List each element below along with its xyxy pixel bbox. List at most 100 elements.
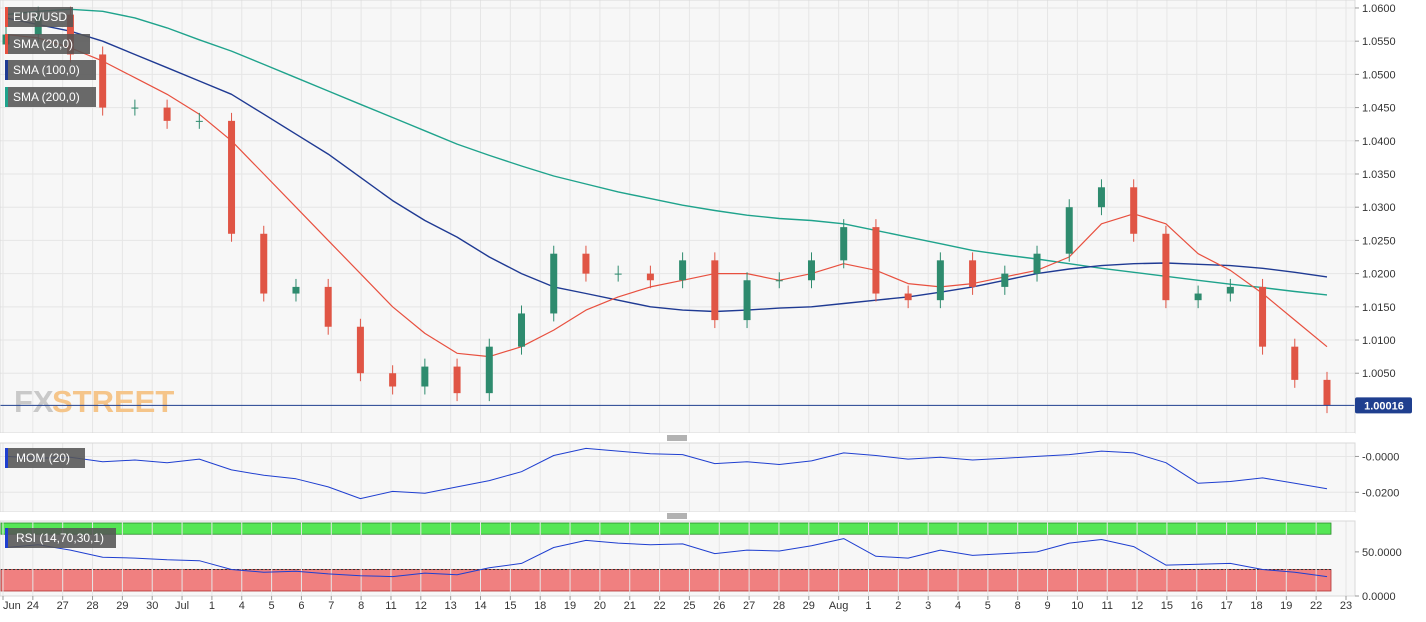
candle-body <box>1227 287 1234 294</box>
x-tick-label: 6 <box>298 600 304 612</box>
candle-body <box>1259 287 1266 347</box>
y-tick-label: 1.0600 <box>1362 3 1396 15</box>
x-tick-label: 5 <box>985 600 991 612</box>
y-tick-label: -0.0000 <box>1362 451 1399 463</box>
legend-mom-swatch <box>5 448 8 468</box>
candle-body <box>260 234 267 294</box>
x-tick-label: 29 <box>803 600 815 612</box>
y-tick-label: 1.0400 <box>1362 136 1396 148</box>
x-tick-label: 2 <box>895 600 901 612</box>
candle-body <box>1130 187 1137 233</box>
candle-body <box>615 274 622 275</box>
panel-resize-handle-1[interactable] <box>0 433 1355 442</box>
legend-sma-100-label: SMA (100,0) <box>13 63 80 77</box>
legend-sma-20-label: SMA (20,0) <box>13 37 73 51</box>
x-tick-label: 15 <box>1161 600 1173 612</box>
x-tick-label: 3 <box>925 600 931 612</box>
candle-body <box>1098 187 1105 207</box>
candle-body <box>454 367 461 394</box>
x-tick-label: 13 <box>445 600 457 612</box>
candle-body <box>872 227 879 293</box>
x-tick-label: 8 <box>1015 600 1021 612</box>
legend-sma-200-label: SMA (200,0) <box>13 90 80 104</box>
x-tick-label: 1 <box>865 600 871 612</box>
candle-body <box>228 121 235 234</box>
candle-body <box>744 280 751 320</box>
legend-mom[interactable]: MOM (20) <box>5 448 85 468</box>
y-tick-label: 1.0050 <box>1362 368 1396 380</box>
price-panel-bg <box>0 0 1355 433</box>
x-tick-label: 22 <box>1310 600 1322 612</box>
y-tick-label: 1.0550 <box>1362 36 1396 48</box>
candle-body <box>1066 207 1073 253</box>
x-tick-label: 25 <box>683 600 695 612</box>
x-tick-label: 19 <box>564 600 576 612</box>
last-price-value: 1.00016 <box>1364 400 1404 412</box>
x-tick-label: 30 <box>146 600 158 612</box>
momentum-panel: -0.0000-0.0200 MOM (20) <box>0 443 1399 512</box>
candle-body <box>518 313 525 346</box>
momentum-panel-bg <box>0 443 1355 512</box>
candle-body <box>1001 274 1008 287</box>
candle-body <box>486 347 493 393</box>
candle-body <box>292 287 299 294</box>
x-tick-label: 14 <box>474 600 486 612</box>
x-tick-label: 10 <box>1071 600 1083 612</box>
x-tick-label: 18 <box>534 600 546 612</box>
candle-body <box>164 108 171 121</box>
x-tick-label: 4 <box>955 600 961 612</box>
legend-symbol[interactable]: EUR/USD <box>5 7 73 27</box>
candle-body <box>905 294 912 301</box>
candle-body <box>325 287 332 327</box>
legend-sma-20-swatch <box>5 34 8 54</box>
x-tick-label: 5 <box>269 600 275 612</box>
x-tick-label: Aug <box>829 600 849 612</box>
candle-body <box>1034 254 1041 274</box>
candle-body <box>840 227 847 260</box>
candle-body <box>389 373 396 386</box>
x-tick-label: 28 <box>773 600 785 612</box>
legend-symbol-swatch <box>5 7 8 27</box>
rsi-oversold-zone <box>1 570 1331 591</box>
legend-sma-200[interactable]: SMA (200,0) <box>5 87 96 107</box>
candle-body <box>937 260 944 300</box>
legend-symbol-label: EUR/USD <box>13 10 67 24</box>
x-tick-label: 27 <box>743 600 755 612</box>
x-tick-label: 21 <box>624 600 636 612</box>
x-tick-label: 28 <box>86 600 98 612</box>
x-tick-label: 19 <box>1280 600 1292 612</box>
y-tick-label: 1.0450 <box>1362 103 1396 115</box>
panel-resize-handle-2[interactable] <box>0 512 1355 521</box>
candle-body <box>131 108 138 109</box>
legend-sma-100[interactable]: SMA (100,0) <box>5 60 96 80</box>
legend-rsi[interactable]: RSI (14,70,30,1) <box>5 528 116 548</box>
candle-body <box>679 260 686 280</box>
x-tick-label: 18 <box>1250 600 1262 612</box>
y-tick-label: 1.0150 <box>1362 302 1396 314</box>
x-tick-label: 11 <box>385 600 396 612</box>
legend-sma-20[interactable]: SMA (20,0) <box>5 34 90 54</box>
candle-body <box>550 254 557 314</box>
x-tick-label: 26 <box>713 600 725 612</box>
rsi-overbought-zone <box>1 523 1331 534</box>
x-tick-label: 23 <box>1340 600 1352 612</box>
last-price-badge: 1.00016 <box>1355 397 1412 413</box>
x-tick-label: 12 <box>415 600 427 612</box>
x-tick-label: Jul <box>175 600 189 612</box>
x-tick-label: 27 <box>57 600 69 612</box>
x-tick-label: 12 <box>1131 600 1143 612</box>
legend-sma-200-swatch <box>5 87 8 107</box>
legend-rsi-swatch <box>5 528 8 548</box>
y-tick-label: 1.0350 <box>1362 169 1396 181</box>
candle-body <box>196 121 203 122</box>
candle-body <box>1291 347 1298 380</box>
x-tick-label: 29 <box>116 600 128 612</box>
x-tick-label: 11 <box>1102 600 1113 612</box>
y-tick-label: 1.0250 <box>1362 235 1396 247</box>
x-tick-label: Jun <box>3 600 21 612</box>
x-tick-label: 7 <box>328 600 334 612</box>
